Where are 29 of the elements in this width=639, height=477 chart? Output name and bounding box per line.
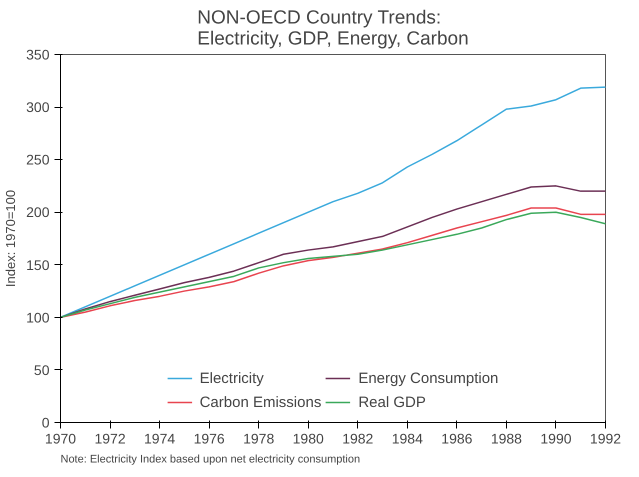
- text: Note: Electricity Index based upon net electricity consumption: [60, 454, 360, 466]
- x-tick-label: 1984: [392, 430, 424, 446]
- x-tick-label: 1970: [44, 430, 76, 446]
- y-tick-label: 0: [42, 414, 50, 430]
- y-tick-label: 50: [34, 362, 50, 378]
- x-tick-label: 1982: [342, 430, 374, 446]
- line-series: [60, 86, 606, 318]
- x-tick-label: 1978: [243, 430, 274, 446]
- x-tick-label: 1972: [94, 430, 126, 446]
- legend-label: Carbon Emissions: [200, 394, 322, 410]
- y-tick-label: 300: [26, 99, 50, 116]
- x-tick-label: 1986: [441, 430, 473, 446]
- legend-label: Electricity: [200, 370, 264, 386]
- chart-title: NON-OECD Country Trends: Electricity, GDP, Energy, Carbon: [197, 8, 469, 50]
- y-tick-label: 250: [26, 152, 50, 168]
- x-tick-label: 1988: [490, 430, 522, 446]
- legend-label: Energy Consumption: [358, 370, 498, 386]
- x-tick-label: 1992: [590, 430, 622, 446]
- x-tick-label: 1980: [292, 430, 324, 446]
- y-tick-label: 150: [26, 256, 50, 273]
- x-tick-label: 1974: [144, 430, 176, 446]
- y-axis-title: Index: 1970=100: [3, 190, 18, 288]
- y-tick-label: 200: [26, 204, 50, 220]
- y-tick-label: 100: [26, 309, 50, 326]
- line-series: [60, 185, 606, 318]
- legend-label: Real GDP: [358, 394, 426, 410]
- y-tick-label: 350: [26, 46, 50, 62]
- x-tick-label: 1976: [194, 430, 225, 446]
- x-tick-label: 1990: [540, 430, 572, 446]
